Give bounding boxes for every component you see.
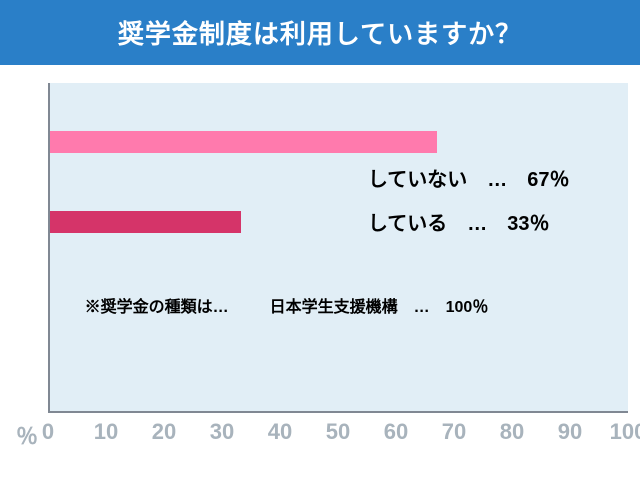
header-banner: 奨学金制度は利用していますか？ xyxy=(0,0,640,65)
x-tick-90: 90 xyxy=(558,419,582,445)
bar-0 xyxy=(50,131,437,153)
bar-label-1: している … 33％ xyxy=(368,207,550,236)
percent-symbol: ％ xyxy=(16,419,38,451)
x-tick-60: 60 xyxy=(384,419,408,445)
x-tick-100: 100 xyxy=(610,419,640,445)
x-tick-70: 70 xyxy=(442,419,466,445)
x-tick-40: 40 xyxy=(268,419,292,445)
chart-plot: していない … 67％ している … 33％ ※奨学金の種類は… 日本学生支援機構 …… xyxy=(48,83,628,413)
x-tick-50: 50 xyxy=(326,419,350,445)
bar-1 xyxy=(50,211,241,233)
chart-area: していない … 67％ している … 33％ ※奨学金の種類は… 日本学生支援機構 …… xyxy=(12,83,628,453)
x-tick-10: 10 xyxy=(94,419,118,445)
x-tick-0: 0 xyxy=(42,419,54,445)
x-tick-20: 20 xyxy=(152,419,176,445)
x-tick-80: 80 xyxy=(500,419,524,445)
page-title: 奨学金制度は利用していますか？ xyxy=(20,14,620,51)
bar-label-0: していない … 67％ xyxy=(368,163,570,192)
footnote-1: 日本学生支援機構 … 100％ xyxy=(270,293,489,317)
x-axis: ％ 0102030405060708090100 xyxy=(48,413,628,453)
footnote-0: ※奨学金の種類は… xyxy=(85,293,229,317)
x-tick-30: 30 xyxy=(210,419,234,445)
